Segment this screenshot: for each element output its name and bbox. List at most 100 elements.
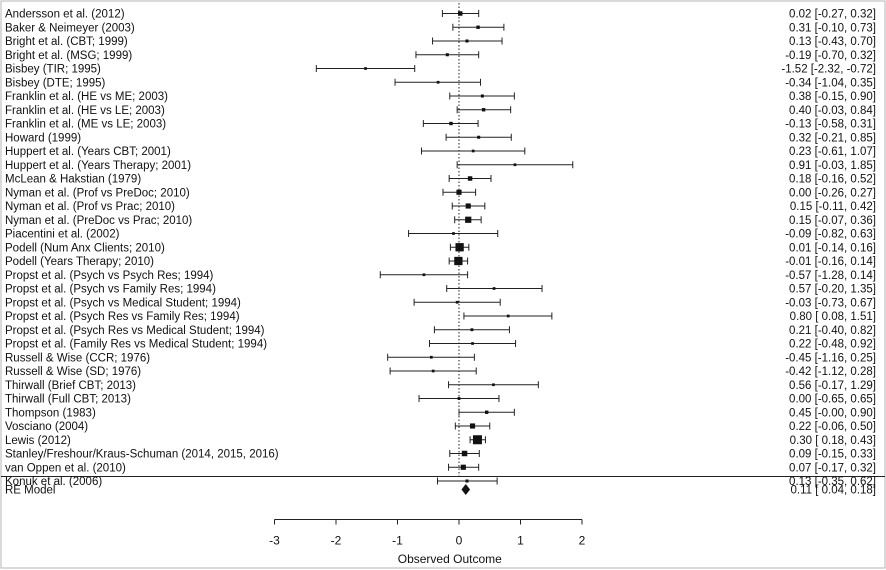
x-tick-label: -3: [269, 534, 280, 548]
point-estimate: [465, 39, 469, 43]
study-estimate-text: 0.13 [-0.43, 0.70]: [789, 36, 876, 48]
study-label: Bright et al. (CBT; 1999): [5, 36, 128, 48]
study-estimate-text: 0.21 [-0.40, 0.82]: [789, 325, 876, 337]
study-label: Propst et al. (Psych Res vs Family Res; …: [5, 311, 240, 323]
point-estimate: [436, 80, 440, 84]
point-estimate: [472, 435, 482, 445]
point-estimate: [492, 287, 496, 290]
study-estimate-text: 0.15 [-0.11, 0.42]: [790, 201, 876, 213]
study-row: Thirwall (Brief CBT; 2013) 0.56 [-0.17, 1…: [5, 380, 876, 392]
x-tick-label: -2: [331, 534, 342, 548]
study-label: Franklin et al. (HE vs ME; 2003): [5, 91, 168, 103]
study-label: Stanley/Freshour/Kraus-Schuman (2014, 20…: [5, 449, 279, 461]
x-tick-label: -1: [392, 534, 403, 548]
study-row: Propst et al. (Psych Res vs Medical Stud…: [5, 325, 876, 337]
study-estimate-text: -0.03 [-0.73, 0.67]: [785, 297, 876, 309]
point-estimate: [456, 189, 462, 195]
study-label: Propst et al. (Psych vs Psych Res; 1994): [5, 270, 214, 282]
study-estimate-text: -1.52 [-2.32, -0.72]: [781, 64, 876, 76]
study-label: Propst et al. (Psych Res vs Medical Stud…: [5, 325, 265, 337]
study-estimate-text: 0.30 [ 0.18, 0.43]: [790, 435, 876, 447]
point-estimate: [429, 355, 433, 359]
study-estimate-text: 0.09 [-0.15, 0.33]: [789, 449, 876, 461]
study-estimate-text: -0.57 [-1.28, 0.14]: [785, 270, 876, 282]
study-row: Bisbey (DTE; 1995) -0.34 [-1.04, 0.35]: [5, 77, 876, 89]
study-row: Podell (Years Therapy; 2010) -0.01 [-0.16…: [5, 256, 876, 268]
study-row: Nyman et al. (PreDoc vs Prac; 2010) 0.15 …: [5, 215, 876, 227]
study-row: Nyman et al. (Prof vs Prac; 2010) 0.15 [-…: [5, 201, 876, 213]
study-estimate-text: 0.91 [-0.03, 1.85]: [789, 160, 876, 172]
study-label: Propst et al. (Psych vs Family Res; 1994…: [5, 284, 216, 296]
study-label: Lewis (2012): [5, 435, 71, 447]
study-label: Bright et al. (MSG; 1999): [5, 50, 132, 62]
study-estimate-text: 0.45 [-0.00, 0.90]: [789, 407, 876, 419]
point-estimate: [513, 163, 517, 167]
study-label: McLean & Hakstian (1979): [5, 174, 141, 186]
point-estimate: [480, 94, 484, 98]
point-estimate: [465, 203, 471, 209]
study-row: Nyman et al. (Prof vs PreDoc; 2010) 0.00 …: [5, 187, 876, 199]
study-estimate-text: -0.09 [-0.82, 0.63]: [785, 229, 876, 241]
study-row: Huppert et al. (Years CBT; 2001) 0.23 [-0…: [5, 146, 876, 158]
point-estimate: [484, 410, 489, 414]
point-estimate: [458, 11, 463, 16]
study-rows: Andersson et al. (2012) 0.02 [-0.27, 0.32…: [5, 9, 876, 489]
study-estimate-text: 0.40 [-0.03, 0.84]: [789, 105, 876, 117]
study-label: Franklin et al. (HE vs LE; 2003): [5, 105, 165, 117]
study-row: Piacentini et al. (2002) -0.09 [-0.82, 0.…: [5, 229, 876, 241]
study-label: Russell & Wise (CCR; 1976): [5, 352, 150, 364]
study-row: Franklin et al. (ME vs LE; 2003) -0.13 [-…: [5, 119, 876, 131]
study-row: Huppert et al. (Years Therapy; 2001) 0.91…: [5, 160, 876, 172]
point-estimate: [460, 464, 466, 470]
study-estimate-text: 0.23 [-0.61, 1.07]: [789, 146, 876, 158]
study-row: Propst et al. (Psych vs Family Res; 1994…: [5, 284, 876, 296]
point-estimate: [476, 25, 480, 29]
study-row: Propst et al. (Family Res vs Medical Stu…: [5, 339, 876, 351]
study-estimate-text: 0.01 [-0.14, 0.16]: [789, 242, 876, 254]
point-estimate: [364, 67, 367, 70]
study-estimate-text: 0.31 [-0.10, 0.73]: [789, 22, 876, 34]
study-estimate-text: -0.01 [-0.16, 0.14]: [785, 256, 876, 268]
study-estimate-text: 0.13 [-0.35, 0.62]: [789, 476, 876, 488]
study-row: Franklin et al. (HE vs ME; 2003) 0.38 [-0…: [5, 91, 876, 103]
x-tick-label: 0: [456, 534, 463, 548]
study-row: Howard (1999) 0.32 [-0.21, 0.85]: [5, 132, 876, 144]
study-label: Konuk et al. (2006): [5, 476, 102, 488]
point-estimate: [469, 423, 476, 429]
study-label: Nyman et al. (Prof vs PreDoc; 2010): [5, 187, 190, 199]
study-label: Propst et al. (Psych vs Medical Student;…: [5, 297, 241, 309]
study-row: van Oppen et al. (2010) 0.07 [-0.17, 0.32…: [5, 462, 876, 474]
point-estimate: [445, 53, 449, 57]
point-estimate: [455, 243, 464, 252]
study-row: Russell & Wise (CCR; 1976) -0.45 [-1.16, …: [5, 352, 876, 364]
summary-estimate-text: 0.11 [ 0.04, 0.18]: [791, 485, 876, 497]
point-estimate: [461, 450, 468, 457]
study-row: Stanley/Freshour/Kraus-Schuman (2014, 20…: [5, 449, 876, 461]
point-estimate: [452, 232, 455, 235]
study-estimate-text: 0.22 [-0.48, 0.92]: [789, 339, 876, 351]
study-label: van Oppen et al. (2010): [5, 462, 126, 474]
study-row: Baker & Neimeyer (2003) 0.31 [-0.10, 0.73…: [5, 22, 876, 34]
study-row: Bright et al. (CBT; 1999) 0.13 [-0.43, 0.…: [5, 36, 876, 48]
study-row: Bisbey (TIR; 1995) -1.52 [-2.32, -0.72]: [5, 64, 876, 76]
study-label: Vosciano (2004): [5, 421, 88, 433]
summary-label: RE Model: [5, 485, 56, 497]
study-estimate-text: 0.38 [-0.15, 0.90]: [789, 91, 876, 103]
study-label: Baker & Neimeyer (2003): [5, 22, 135, 34]
point-estimate: [471, 342, 474, 345]
study-label: Bisbey (DTE; 1995): [5, 77, 106, 89]
study-label: Podell (Years Therapy; 2010): [5, 256, 154, 268]
point-estimate: [470, 328, 474, 332]
study-estimate-text: 0.80 [ 0.08, 1.51]: [790, 311, 876, 323]
summary-row: RE Model 0.11 [ 0.04, 0.18]: [5, 484, 876, 497]
study-estimate-text: 0.57 [-0.20, 1.35]: [789, 284, 876, 296]
point-estimate: [477, 135, 481, 139]
study-estimate-text: 0.32 [-0.21, 0.85]: [789, 132, 876, 144]
study-estimate-text: 0.07 [-0.17, 0.32]: [789, 462, 876, 474]
study-row: Thirwall (Full CBT; 2013) 0.00 [-0.65, 0.…: [5, 394, 876, 406]
study-row: Lewis (2012) 0.30 [ 0.18, 0.43]: [5, 435, 876, 447]
point-estimate: [455, 300, 459, 304]
study-row: Russell & Wise (SD; 1976) -0.42 [-1.12, 0…: [5, 366, 876, 378]
